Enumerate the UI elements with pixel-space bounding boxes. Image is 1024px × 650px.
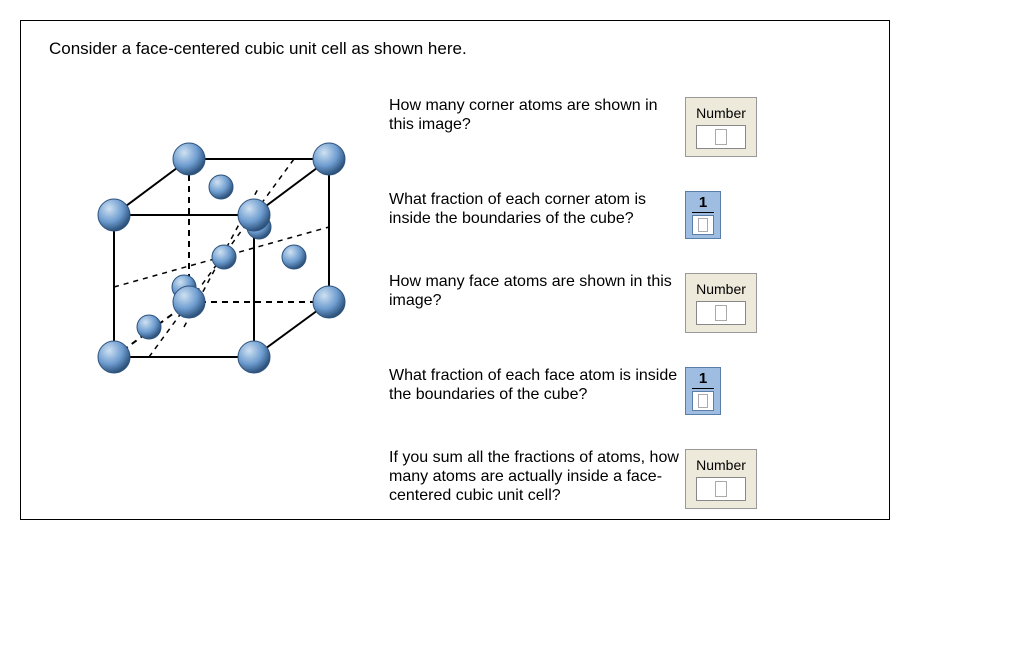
questions-column: How many corner atoms are shown in this … <box>389 67 865 487</box>
question-row-5: If you sum all the fractions of atoms, h… <box>389 449 865 509</box>
answer-label-1: Number <box>696 105 746 121</box>
question-row-4: What fraction of each face atom is insid… <box>389 367 865 415</box>
placeholder-icon <box>715 129 727 145</box>
number-input-5[interactable] <box>696 477 746 501</box>
answer-label-5: Number <box>696 457 746 473</box>
question-text-4: What fraction of each face atom is insid… <box>389 367 679 405</box>
placeholder-icon <box>715 305 727 321</box>
content-row: How many corner atoms are shown in this … <box>49 67 865 487</box>
placeholder-icon <box>698 218 708 232</box>
question-text-5: If you sum all the fractions of atoms, h… <box>389 449 679 506</box>
diagram-column <box>49 67 389 487</box>
number-input-1[interactable] <box>696 125 746 149</box>
answer-box-5: Number <box>685 449 757 509</box>
question-text-2: What fraction of each corner atom is ins… <box>389 191 679 229</box>
question-row-2: What fraction of each corner atom is ins… <box>389 191 865 239</box>
answer-box-1: Number <box>685 97 757 157</box>
fraction-line-4 <box>692 388 714 389</box>
fcc-unit-cell-diagram <box>49 97 389 427</box>
fraction-box-2: 1 <box>685 191 721 239</box>
question-text-3: How many face atoms are shown in this im… <box>389 273 679 311</box>
frame-title: Consider a face-centered cubic unit cell… <box>49 39 865 59</box>
number-input-3[interactable] <box>696 301 746 325</box>
question-row-1: How many corner atoms are shown in this … <box>389 97 865 157</box>
placeholder-icon <box>715 481 727 497</box>
fraction-box-4: 1 <box>685 367 721 415</box>
fraction-denominator-input-2[interactable] <box>692 215 714 235</box>
placeholder-icon <box>698 394 708 408</box>
fraction-denominator-input-4[interactable] <box>692 391 714 411</box>
fraction-line-2 <box>692 212 714 213</box>
question-row-3: How many face atoms are shown in this im… <box>389 273 865 333</box>
question-text-1: How many corner atoms are shown in this … <box>389 97 679 135</box>
answer-box-3: Number <box>685 273 757 333</box>
fraction-numerator-2: 1 <box>699 195 707 210</box>
answer-label-3: Number <box>696 281 746 297</box>
fraction-numerator-4: 1 <box>699 371 707 386</box>
question-frame: Consider a face-centered cubic unit cell… <box>20 20 890 520</box>
